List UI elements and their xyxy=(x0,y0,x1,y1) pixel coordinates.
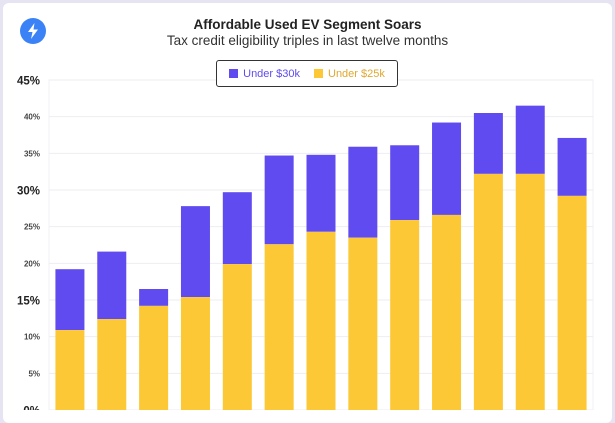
bar-under-25k xyxy=(348,237,378,410)
legend-item-under-25k[interactable]: Under $25k xyxy=(314,68,385,80)
bar-under-25k xyxy=(432,214,462,410)
bar-under-25k xyxy=(390,220,420,410)
bar-under-30k xyxy=(180,206,210,298)
bar-under-25k xyxy=(180,297,210,410)
chart-subtitle: Tax credit eligibility triples in last t… xyxy=(166,33,449,48)
legend-swatch-under-30k xyxy=(229,69,239,78)
bar-under-25k xyxy=(222,264,252,410)
bar-under-30k xyxy=(306,154,336,232)
bar-under-25k xyxy=(515,173,545,410)
legend: Under $30k Under $25k xyxy=(216,60,398,87)
y-tick-label: 45% xyxy=(17,76,40,88)
bar-under-25k xyxy=(97,319,127,410)
lightning-bolt-icon xyxy=(20,18,46,44)
y-tick-label: 30% xyxy=(17,186,40,198)
bar-under-30k xyxy=(473,113,503,174)
bar-under-25k xyxy=(139,305,169,410)
bar-under-30k xyxy=(390,145,420,221)
bar-under-30k xyxy=(557,137,587,196)
bar-under-25k xyxy=(557,195,587,410)
y-tick-label: 10% xyxy=(24,333,40,342)
chart-title: Affordable Used EV Segment Soars xyxy=(193,17,422,32)
y-tick-label: 15% xyxy=(17,296,40,308)
bar-under-25k xyxy=(473,173,503,410)
y-tick-label: 25% xyxy=(24,223,40,232)
bar-under-30k xyxy=(222,192,252,265)
bar-under-30k xyxy=(55,269,85,331)
bar-under-25k xyxy=(306,231,336,410)
bar-under-30k xyxy=(264,155,294,245)
legend-item-under-30k[interactable]: Under $30k xyxy=(229,68,300,80)
y-tick-label: 40% xyxy=(24,113,40,122)
bar-under-30k xyxy=(139,289,169,306)
bar-under-30k xyxy=(348,146,378,238)
y-tick-label: 5% xyxy=(28,369,40,378)
bar-under-30k xyxy=(515,105,545,174)
legend-label: Under $25k xyxy=(328,67,385,80)
bar-under-25k xyxy=(55,330,85,410)
legend-label: Under $30k xyxy=(243,67,300,80)
bar-under-30k xyxy=(432,122,462,215)
legend-swatch-under-25k xyxy=(314,69,323,78)
y-tick-label: 20% xyxy=(24,259,40,268)
y-tick-label: 35% xyxy=(24,149,40,158)
bar-under-30k xyxy=(97,251,127,320)
y-tick-label: 0% xyxy=(23,406,40,411)
stacked-bar-chart: 0% 5% 10% 15% 20% 25% 30% 35% 40% 45% xyxy=(17,76,594,411)
bar-under-25k xyxy=(264,244,294,410)
